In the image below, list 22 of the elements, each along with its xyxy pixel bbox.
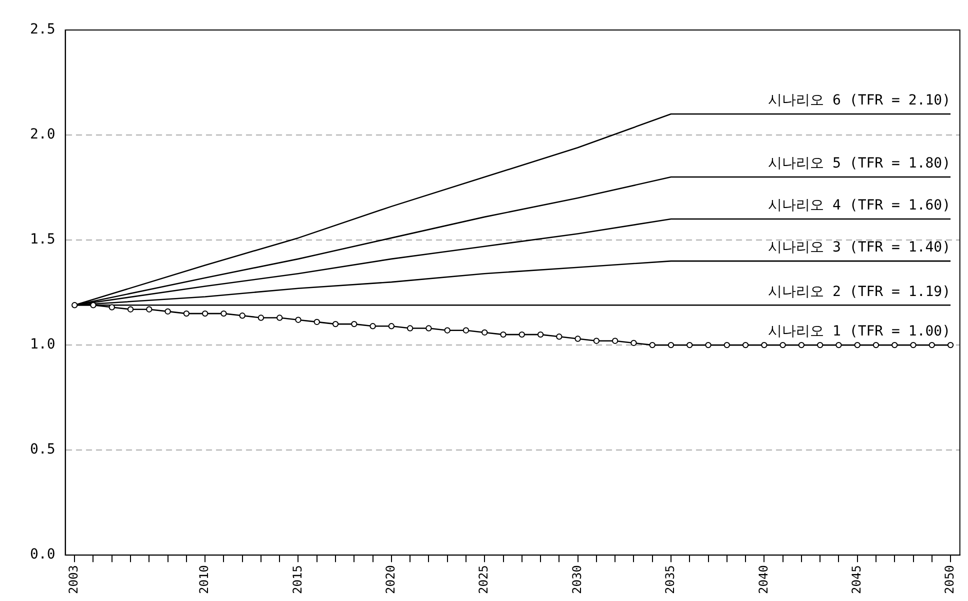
x-tick-label: 2015	[290, 565, 304, 594]
x-tick-label: 2050	[942, 565, 957, 594]
series-label: 시나리오 1 (TFR = 1.00)	[768, 324, 951, 340]
x-tick-label: 2035	[663, 565, 678, 594]
x-tick-label: 2003	[66, 565, 81, 594]
y-tick-label: 1.0	[30, 336, 56, 353]
series-label: 시나리오 5 (TFR = 1.80)	[768, 156, 951, 172]
x-tick-label: 2020	[384, 565, 398, 594]
y-tick-label: 1.5	[30, 232, 56, 248]
x-tick-label: 2010	[197, 565, 212, 594]
series-label: 시나리오 3 (TFR = 1.40)	[768, 240, 951, 256]
y-tick-label: 2.5	[30, 22, 56, 38]
series-label: 시나리오 6 (TFR = 2.10)	[768, 92, 951, 109]
series-label: 시나리오 4 (TFR = 1.60)	[768, 198, 951, 214]
y-tick-label: 2.0	[30, 126, 56, 143]
x-tick-label: 2025	[476, 565, 491, 594]
y-tick-label: 0.0	[30, 546, 56, 563]
x-tick-label: 2040	[756, 565, 770, 594]
series-label: 시나리오 2 (TFR = 1.19)	[768, 284, 951, 300]
x-tick-label: 2045	[849, 565, 864, 594]
y-tick-label: 0.5	[30, 442, 56, 458]
x-tick-label: 2030	[570, 565, 584, 594]
